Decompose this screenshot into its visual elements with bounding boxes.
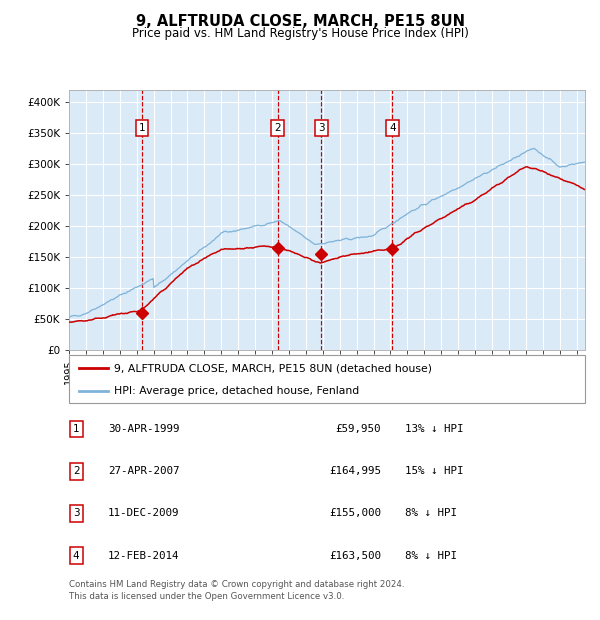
Text: 30-APR-1999: 30-APR-1999 bbox=[108, 424, 179, 434]
Text: 4: 4 bbox=[389, 123, 396, 133]
Text: HPI: Average price, detached house, Fenland: HPI: Average price, detached house, Fenl… bbox=[115, 386, 359, 396]
Text: 2: 2 bbox=[274, 123, 281, 133]
Text: £155,000: £155,000 bbox=[329, 508, 381, 518]
Text: 13% ↓ HPI: 13% ↓ HPI bbox=[405, 424, 464, 434]
Text: 2: 2 bbox=[73, 466, 80, 476]
Text: 1: 1 bbox=[73, 424, 80, 434]
FancyBboxPatch shape bbox=[69, 355, 585, 403]
Text: 9, ALFTRUDA CLOSE, MARCH, PE15 8UN (detached house): 9, ALFTRUDA CLOSE, MARCH, PE15 8UN (deta… bbox=[115, 363, 433, 373]
Text: 1: 1 bbox=[139, 123, 146, 133]
Text: 27-APR-2007: 27-APR-2007 bbox=[108, 466, 179, 476]
Text: 4: 4 bbox=[73, 551, 80, 560]
Text: £163,500: £163,500 bbox=[329, 551, 381, 560]
Text: 12-FEB-2014: 12-FEB-2014 bbox=[108, 551, 179, 560]
Text: 3: 3 bbox=[318, 123, 325, 133]
Text: 9, ALFTRUDA CLOSE, MARCH, PE15 8UN: 9, ALFTRUDA CLOSE, MARCH, PE15 8UN bbox=[136, 14, 464, 29]
Text: 8% ↓ HPI: 8% ↓ HPI bbox=[405, 508, 457, 518]
Text: £164,995: £164,995 bbox=[329, 466, 381, 476]
Text: £59,950: £59,950 bbox=[335, 424, 381, 434]
Text: Price paid vs. HM Land Registry's House Price Index (HPI): Price paid vs. HM Land Registry's House … bbox=[131, 27, 469, 40]
Text: Contains HM Land Registry data © Crown copyright and database right 2024.
This d: Contains HM Land Registry data © Crown c… bbox=[69, 580, 404, 601]
Text: 8% ↓ HPI: 8% ↓ HPI bbox=[405, 551, 457, 560]
Text: 3: 3 bbox=[73, 508, 80, 518]
Text: 15% ↓ HPI: 15% ↓ HPI bbox=[405, 466, 464, 476]
Text: 11-DEC-2009: 11-DEC-2009 bbox=[108, 508, 179, 518]
